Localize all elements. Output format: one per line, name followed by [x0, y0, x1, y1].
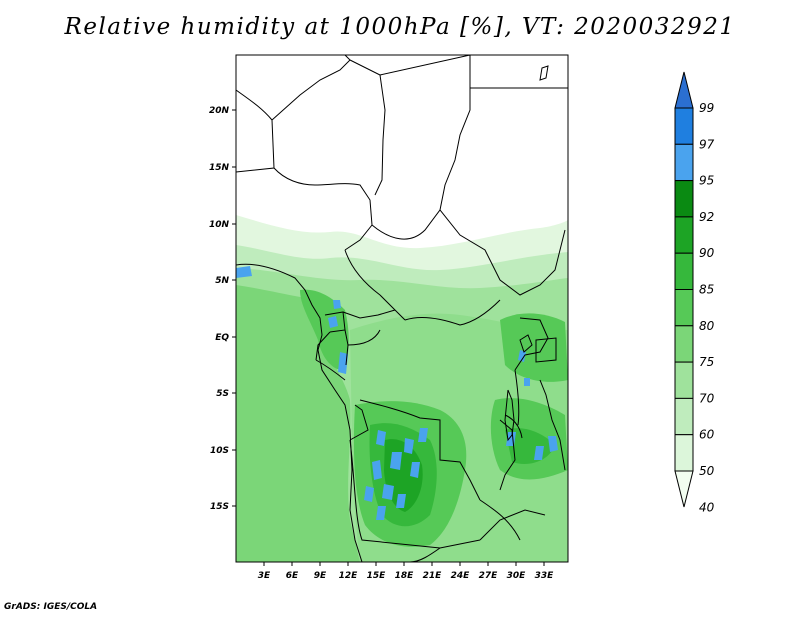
colorbar-box — [674, 180, 694, 218]
colorbar-label: 80 — [699, 319, 715, 333]
colorbar-top-arrow — [674, 71, 694, 109]
colorbar-label: 97 — [699, 137, 715, 151]
lon-label: 15E — [367, 571, 387, 581]
lon-label: 21E — [423, 571, 443, 581]
colorbar-label: 85 — [699, 283, 714, 297]
colorbar-box — [674, 252, 694, 290]
lat-label: 10N — [209, 220, 230, 230]
lat-label: EQ — [215, 333, 229, 343]
colorbar-label: 90 — [699, 246, 715, 260]
colorbar-label: 75 — [699, 355, 714, 369]
lon-label: 33E — [535, 571, 555, 581]
lon-label: 27E — [479, 571, 499, 581]
lakes — [504, 65, 549, 442]
lon-label: 12E — [339, 571, 359, 581]
colorbar-box — [674, 143, 694, 182]
country-borders — [236, 55, 568, 562]
lon-label: 9E — [314, 571, 327, 581]
colorbar-box — [674, 107, 694, 145]
colorbar: 99 97 95 92 90 85 80 75 70 60 50 40 — [674, 71, 715, 514]
saturation-patches — [236, 266, 558, 520]
colorbar-box — [674, 325, 694, 363]
lon-label: 30E — [507, 571, 527, 581]
lon-label: 3E — [258, 571, 271, 581]
colorbar-box — [674, 434, 694, 472]
colorbar-box — [674, 361, 694, 399]
colorbar-label: 92 — [699, 210, 714, 224]
lon-axis: 3E 6E 9E 12E 15E 18E 21E 24E 27E 30E 33E — [258, 562, 554, 581]
lon-label: 6E — [286, 571, 299, 581]
lat-axis: 20N 15N 10N 5N EQ 5S 10S 15S — [209, 106, 236, 512]
coastline — [236, 263, 363, 562]
colorbar-label: 50 — [699, 464, 715, 478]
colorbar-label: 70 — [699, 391, 715, 405]
lat-label: 15S — [210, 502, 229, 512]
colorbar-label: 95 — [699, 174, 714, 188]
colorbar-box — [674, 397, 694, 436]
colorbar-label: 99 — [699, 101, 714, 115]
lat-label: 5S — [216, 389, 229, 399]
humidity-field — [236, 55, 568, 562]
colorbar-label: 60 — [699, 428, 715, 442]
colorbar-box — [674, 216, 694, 254]
lat-label: 15N — [209, 163, 230, 173]
map-title: Relative humidity at 1000hPa [%], VT: 20… — [64, 14, 736, 40]
lat-label: 5N — [215, 276, 229, 286]
colorbar-label: 40 — [699, 500, 715, 514]
lon-label: 24E — [451, 571, 471, 581]
grads-credit: GrADS: IGES/COLA — [4, 602, 98, 612]
lon-label: 18E — [395, 571, 415, 581]
map-frame — [235, 54, 569, 563]
colorbar-box — [674, 289, 694, 327]
lat-label: 10S — [210, 446, 229, 456]
lat-label: 20N — [209, 106, 230, 116]
colorbar-bottom-arrow — [674, 470, 694, 508]
